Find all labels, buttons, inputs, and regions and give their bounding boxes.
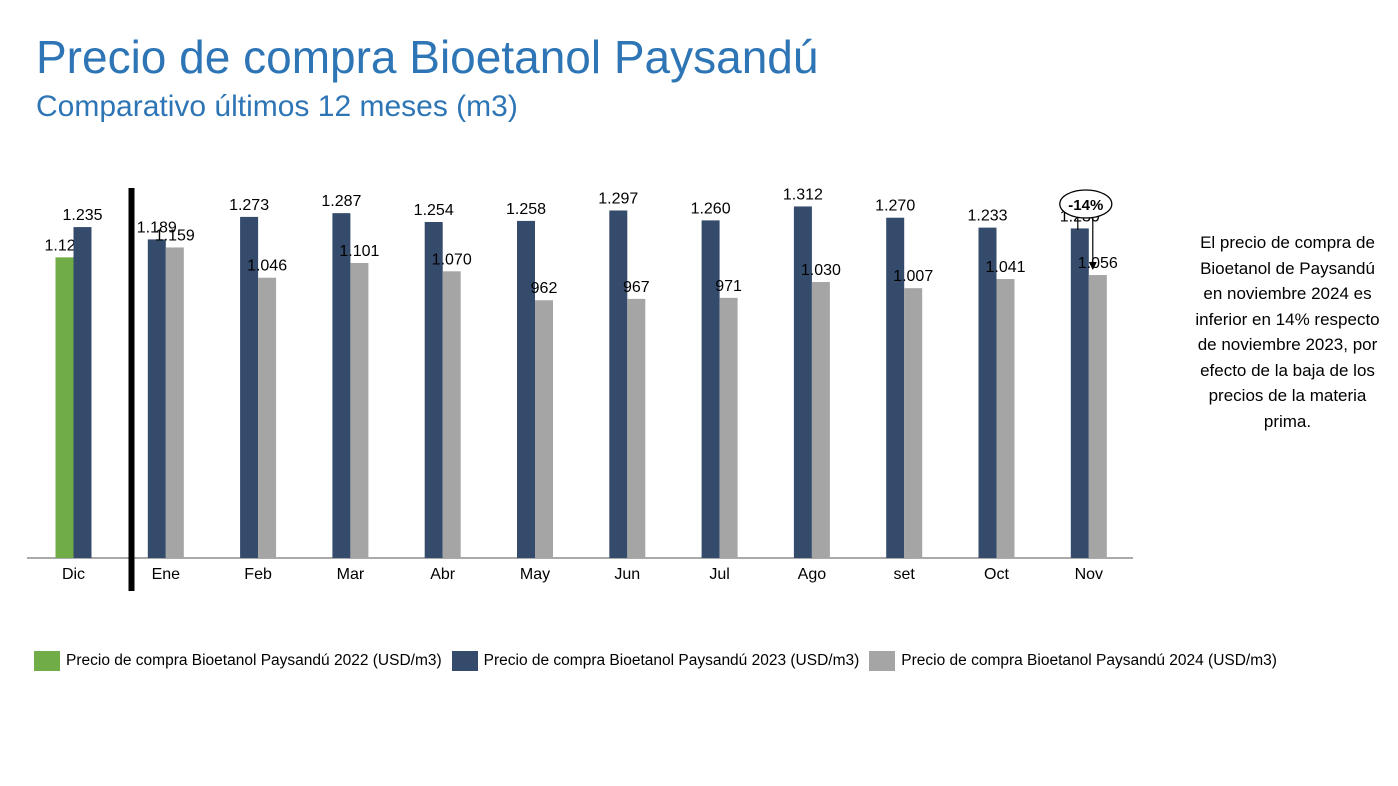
x-tick-label-set: set [894, 566, 916, 583]
bar-may-series-2 [517, 220, 535, 558]
bar-mar-series-2 [332, 213, 351, 558]
data-label-abr-series-3: 1.070 [432, 251, 472, 268]
bar-set-series-3 [904, 288, 923, 558]
data-label-jun-series-2: 1.297 [598, 190, 638, 207]
bar-dic-series-1 [55, 257, 74, 558]
chart-subtitle: Comparativo últimos 12 meses (m3) [36, 90, 518, 123]
bar-mar-series-3 [350, 262, 369, 558]
data-label-abr-series-2: 1.254 [414, 202, 454, 219]
legend-swatch-2024 [869, 651, 896, 671]
data-label-ene-series-2: 1.189 [137, 219, 177, 236]
bar-jul-series-2 [701, 220, 720, 558]
legend-label-2023: Precio de compra Bioetanol Paysandú 2023… [483, 652, 860, 669]
bar-oct-series-2 [978, 227, 997, 558]
bar-dic-series-2 [73, 227, 92, 559]
legend-label-2024: Precio de compra Bioetanol Paysandú 2024… [901, 652, 1277, 669]
annotation-bubble [1059, 189, 1113, 219]
bar-jul-series-3 [719, 297, 738, 558]
bar-jun-series-2 [609, 210, 628, 558]
annotation-arrow-head [1088, 262, 1097, 270]
data-label-ago-series-2: 1.312 [783, 186, 823, 203]
bar-ene-series-3 [165, 247, 184, 558]
data-label-oct-series-2: 1.233 [967, 208, 1007, 225]
annotation-text: -14% [1068, 197, 1103, 214]
bar-feb-series-2 [240, 216, 259, 558]
bar-nov-series-2 [1070, 228, 1089, 558]
data-label-mar-series-3: 1.101 [339, 243, 379, 260]
data-label-set-series-3: 1.007 [893, 268, 933, 285]
bar-set-series-2 [886, 217, 905, 558]
legend-swatch-2022 [34, 651, 60, 671]
data-label-feb-series-2: 1.273 [229, 197, 269, 214]
bar-feb-series-3 [258, 277, 277, 558]
commentary-text: El precio de compra de Bioetanol de Pays… [1195, 233, 1380, 431]
legend-item-2024: Precio de compra Bioetanol Paysandú 2024… [869, 651, 1277, 671]
bar-abr-series-2 [424, 221, 443, 558]
x-tick-label-mar: Mar [337, 566, 365, 583]
bar-oct-series-3 [996, 279, 1015, 558]
x-tick-label-feb: Feb [244, 566, 272, 583]
legend-item-2022: Precio de compra Bioetanol Paysandú 2022… [34, 651, 442, 671]
data-label-ago-series-3: 1.030 [801, 262, 841, 279]
data-label-may-series-3: 962 [531, 280, 558, 297]
x-tick-label-ene: Ene [152, 566, 181, 583]
data-label-set-series-2: 1.270 [875, 198, 915, 215]
data-label-dic-series-2: 1.235 [62, 207, 102, 224]
bar-ago-series-2 [793, 206, 812, 558]
data-label-jul-series-3: 971 [715, 278, 742, 295]
data-label-jun-series-3: 967 [623, 279, 650, 296]
data-label-mar-series-2: 1.287 [321, 193, 361, 210]
data-label-may-series-2: 1.258 [506, 201, 546, 218]
bar-abr-series-3 [442, 271, 461, 558]
x-tick-label-jun: Jun [614, 566, 640, 583]
bar-jun-series-3 [627, 298, 646, 558]
chart-legend: Precio de compra Bioetanol Paysandú 2022… [34, 650, 1287, 672]
x-tick-label-jul: Jul [709, 566, 729, 583]
legend-swatch-2023 [451, 651, 478, 671]
x-tick-label-abr: Abr [430, 566, 456, 583]
data-label-jul-series-2: 1.260 [691, 200, 731, 217]
data-label-feb-series-3: 1.046 [247, 258, 287, 275]
x-tick-label-ago: Ago [798, 566, 827, 583]
bar-nov-series-3 [1088, 275, 1107, 558]
legend-label-2022: Precio de compra Bioetanol Paysandú 2022… [66, 652, 442, 669]
data-label-oct-series-3: 1.041 [985, 259, 1025, 276]
bar-may-series-3 [535, 300, 553, 558]
x-tick-label-may: May [520, 566, 550, 583]
x-tick-label-oct: Oct [984, 566, 1009, 583]
bar-ago-series-3 [811, 282, 830, 558]
chart-title: Precio de compra Bioetanol Paysandú [36, 31, 819, 83]
bar-ene-series-2 [147, 239, 166, 558]
x-tick-label-dic: Dic [62, 566, 85, 583]
data-label-nov-series-3: 1.056 [1078, 255, 1118, 272]
legend-item-2023: Precio de compra Bioetanol Paysandú 2023… [451, 651, 860, 671]
x-tick-label-nov: Nov [1075, 566, 1103, 583]
data-label-ene-series-3: 1.159 [155, 227, 195, 244]
